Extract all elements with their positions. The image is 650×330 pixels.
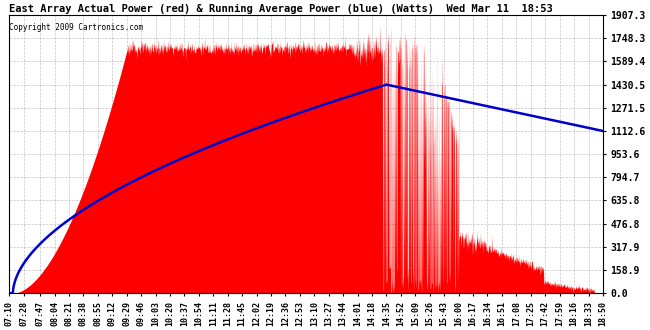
Text: Copyright 2009 Cartronics.com: Copyright 2009 Cartronics.com (9, 23, 144, 32)
Text: East Array Actual Power (red) & Running Average Power (blue) (Watts)  Wed Mar 11: East Array Actual Power (red) & Running … (8, 4, 552, 14)
